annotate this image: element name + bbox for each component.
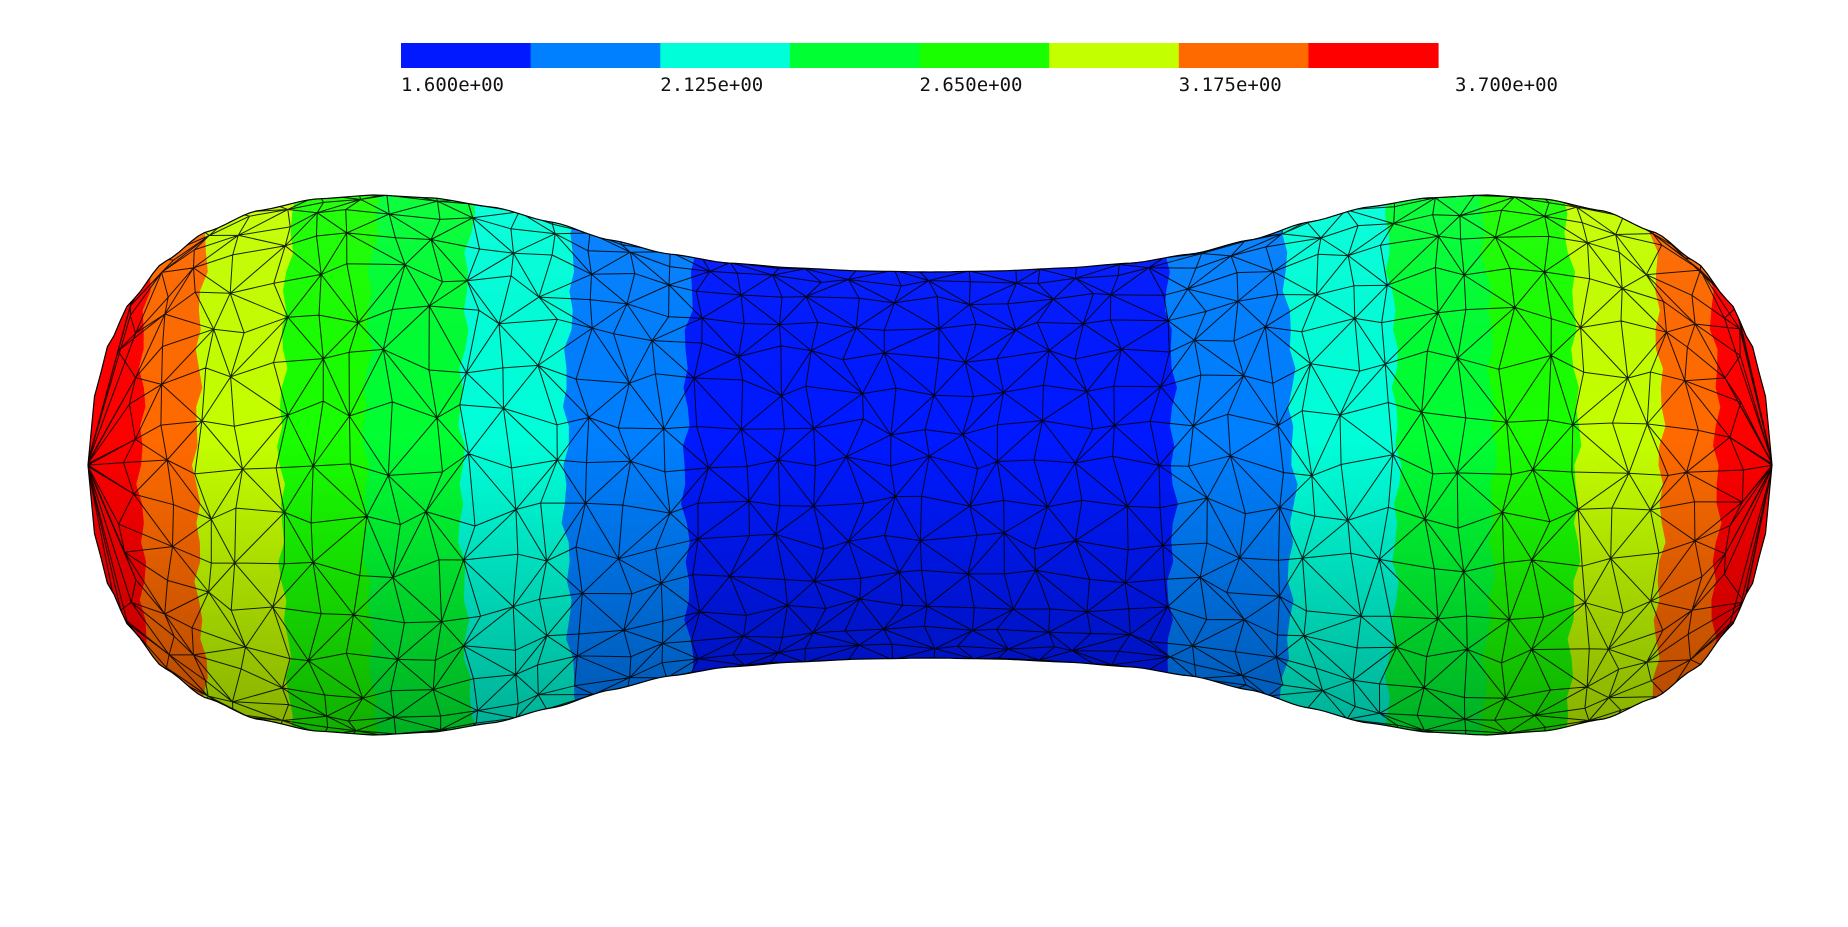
surface-outline [87,194,1773,736]
color-legend: 1.600e+00 2.125e+00 2.650e+00 3.175e+00 … [401,43,1558,96]
legend-tick-label-mid: 2.650e+00 [920,74,1023,96]
legend-tick-label-q3: 3.175e+00 [1179,74,1282,96]
color-legend-bins [401,43,1439,68]
legend-tick-label-q1: 2.125e+00 [660,74,763,96]
legend-bin-2 [660,43,791,68]
color-legend-ticks: 1.600e+00 2.125e+00 2.650e+00 3.175e+00 … [401,74,1558,96]
legend-bin-4 [919,43,1050,68]
legend-bin-1 [530,43,661,68]
legend-bin-0 [401,43,532,68]
legend-bin-3 [789,43,921,68]
dumbbell-mesh-surface [87,194,1773,736]
legend-tick-label-max: 3.700e+00 [1455,74,1558,96]
legend-bin-7 [1308,43,1439,68]
legend-tick-label-min: 1.600e+00 [401,74,504,96]
surface-shading [88,195,1772,735]
legend-bin-5 [1049,43,1180,68]
legend-bin-6 [1178,43,1309,68]
